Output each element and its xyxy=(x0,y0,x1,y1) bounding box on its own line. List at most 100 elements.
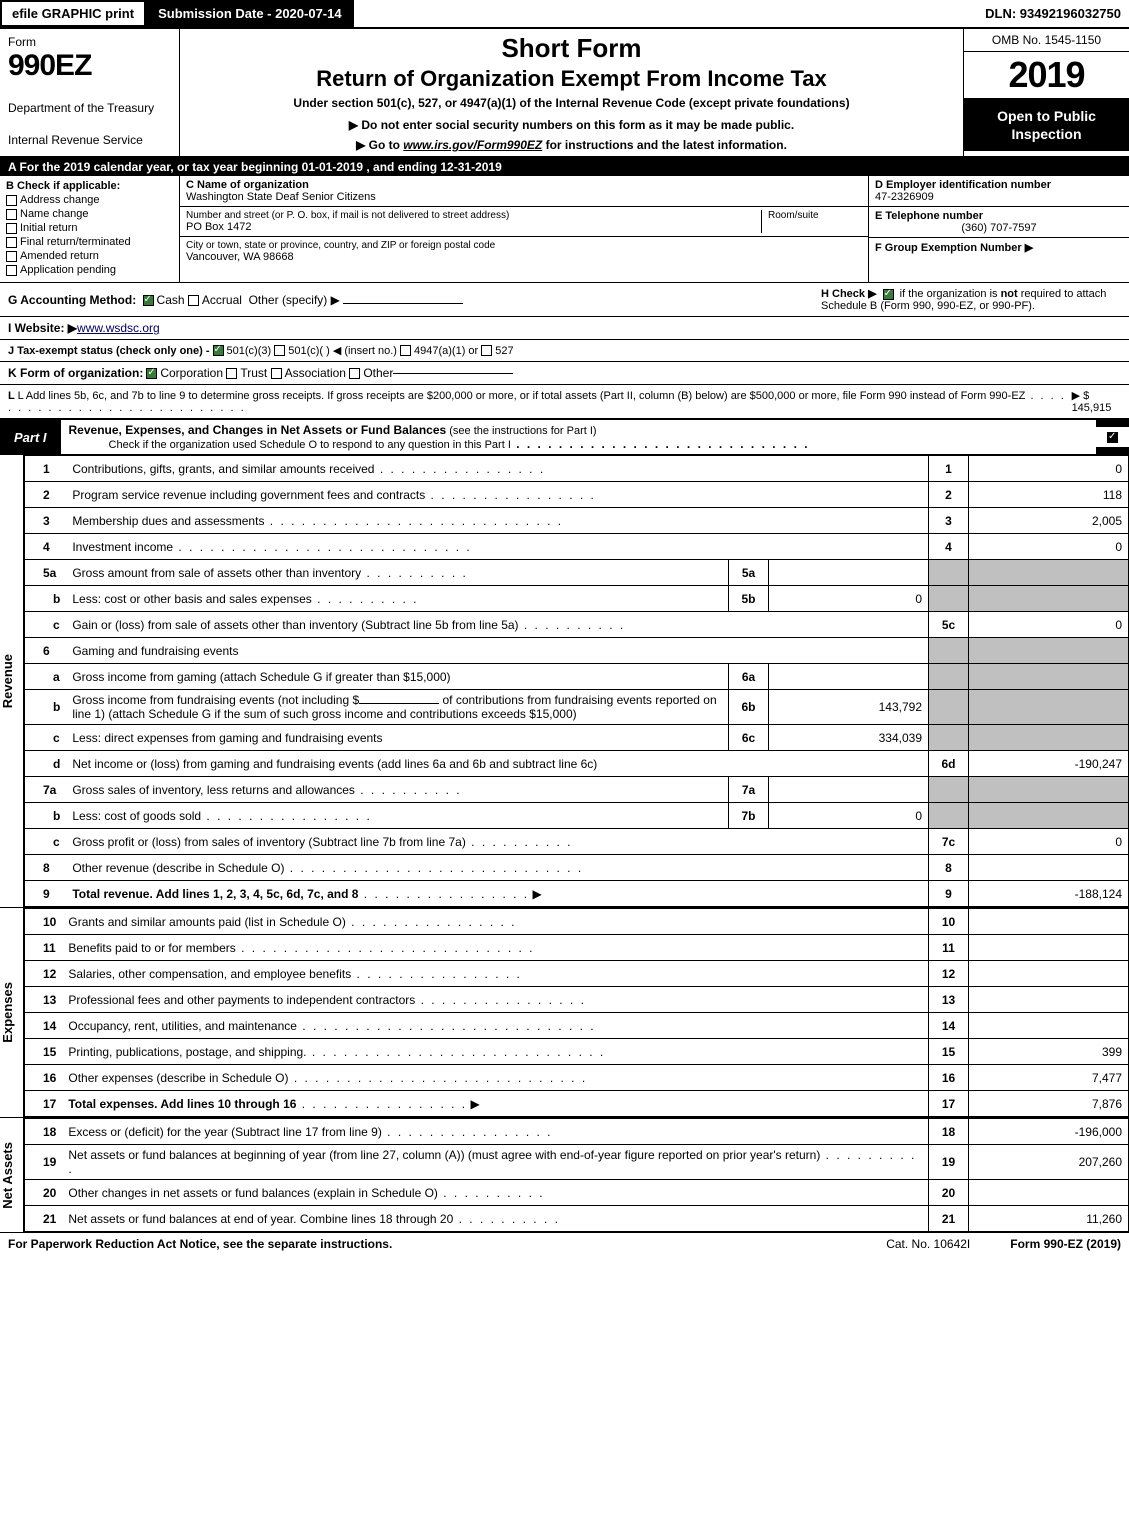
chk-initial-return[interactable] xyxy=(6,223,17,234)
header-right: OMB No. 1545-1150 2019 Open to Public In… xyxy=(964,29,1129,156)
line-7b-desc: Less: cost of goods sold xyxy=(72,809,201,823)
info-grid: B Check if applicable: Address change Na… xyxy=(0,176,1129,283)
other-specify-input[interactable] xyxy=(343,303,463,304)
expenses-side-label: Expenses xyxy=(0,908,24,1117)
chk-association[interactable] xyxy=(271,368,282,379)
room-label: Room/suite xyxy=(768,210,862,221)
netassets-section: Net Assets 18Excess or (deficit) for the… xyxy=(0,1118,1129,1233)
chk-application-pending[interactable] xyxy=(6,265,17,276)
col-d-ids: D Employer identification number 47-2326… xyxy=(869,176,1129,282)
chk-501c[interactable] xyxy=(274,345,285,356)
line-8-desc: Other revenue (describe in Schedule O) xyxy=(72,861,284,875)
line-5a-desc: Gross amount from sale of assets other t… xyxy=(72,566,361,580)
line-7b-mval: 0 xyxy=(769,803,929,829)
line-6a-mval xyxy=(769,664,929,690)
website-link[interactable]: www.wsdsc.org xyxy=(77,321,160,335)
footer: For Paperwork Reduction Act Notice, see … xyxy=(0,1233,1129,1255)
chk-name-change[interactable] xyxy=(6,209,17,220)
line-17-val: 7,876 xyxy=(969,1091,1129,1117)
chk-cash[interactable] xyxy=(143,295,154,306)
top-bar: efile GRAPHIC print Submission Date - 20… xyxy=(0,0,1129,29)
line-5b-mval: 0 xyxy=(769,586,929,612)
line-4-val: 0 xyxy=(969,534,1129,560)
chk-amended-return[interactable] xyxy=(6,251,17,262)
chk-accrual[interactable] xyxy=(188,295,199,306)
line-10-val xyxy=(969,909,1129,935)
line-6b-blank[interactable] xyxy=(359,703,439,704)
lbl-corporation: Corporation xyxy=(160,366,223,380)
line-7a-mval xyxy=(769,777,929,803)
line-15-desc: Printing, publications, postage, and shi… xyxy=(68,1045,306,1059)
line-7a-desc: Gross sales of inventory, less returns a… xyxy=(72,783,355,797)
h-not: not xyxy=(1001,288,1018,300)
line-6c-desc: Less: direct expenses from gaming and fu… xyxy=(72,731,382,745)
row-l: L L Add lines 5b, 6c, and 7b to line 9 t… xyxy=(0,385,1129,418)
open-to-public-inspection: Open to Public Inspection xyxy=(964,99,1129,151)
chk-address-change[interactable] xyxy=(6,195,17,206)
line-6c-mval: 334,039 xyxy=(769,725,929,751)
lbl-527: 527 xyxy=(495,345,513,357)
line-6a-desc: Gross income from gaming (attach Schedul… xyxy=(72,670,450,684)
e-phone-value: (360) 707-7597 xyxy=(875,222,1123,234)
line-6-desc: Gaming and fundraising events xyxy=(72,644,238,658)
line-5c-desc: Gain or (loss) from sale of assets other… xyxy=(72,618,518,632)
line-19-desc: Net assets or fund balances at beginning… xyxy=(68,1148,820,1162)
line-1-desc: Contributions, gifts, grants, and simila… xyxy=(72,462,374,476)
lbl-address-change: Address change xyxy=(20,194,100,206)
other-org-input[interactable] xyxy=(393,373,513,374)
c-name-label: C Name of organization xyxy=(186,179,862,191)
netassets-table: 18Excess or (deficit) for the year (Subt… xyxy=(24,1118,1129,1232)
line-9-desc: Total revenue. Add lines 1, 2, 3, 4, 5c,… xyxy=(72,887,358,901)
line-13-desc: Professional fees and other payments to … xyxy=(68,993,415,1007)
irs-link[interactable]: www.irs.gov/Form990EZ xyxy=(403,138,542,152)
lbl-501c3: 501(c)(3) xyxy=(227,345,272,357)
col-b-checkboxes: B Check if applicable: Address change Na… xyxy=(0,176,180,282)
expenses-section: Expenses 10Grants and similar amounts pa… xyxy=(0,908,1129,1118)
chk-trust[interactable] xyxy=(226,368,237,379)
chk-schedule-o[interactable] xyxy=(1107,432,1118,443)
subtitle-1: Under section 501(c), 527, or 4947(a)(1)… xyxy=(188,96,955,110)
footer-right: Form 990-EZ (2019) xyxy=(1010,1237,1121,1251)
chk-501c3[interactable] xyxy=(213,345,224,356)
lbl-association: Association xyxy=(285,366,346,380)
submission-date-label: Submission Date - 2020-07-14 xyxy=(146,0,354,27)
irs-label: Internal Revenue Service xyxy=(8,133,171,147)
chk-corporation[interactable] xyxy=(146,368,157,379)
line-13-val xyxy=(969,987,1129,1013)
lbl-name-change: Name change xyxy=(20,208,89,220)
sub3-b: for instructions and the latest informat… xyxy=(542,138,787,152)
line-6d-desc: Net income or (loss) from gaming and fun… xyxy=(72,757,597,771)
addr-label: Number and street (or P. O. box, if mail… xyxy=(186,210,755,221)
chk-4947[interactable] xyxy=(400,345,411,356)
line-8-val xyxy=(969,855,1129,881)
j-label: J Tax-exempt status (check only one) - xyxy=(8,345,210,357)
line-11-val xyxy=(969,935,1129,961)
part-1-subtitle: (see the instructions for Part I) xyxy=(446,425,596,437)
header-center: Short Form Return of Organization Exempt… xyxy=(180,29,964,156)
line-3-desc: Membership dues and assessments xyxy=(72,514,264,528)
chk-other-org[interactable] xyxy=(349,368,360,379)
chk-h[interactable] xyxy=(883,289,894,300)
subtitle-3: ▶ Go to www.irs.gov/Form990EZ for instru… xyxy=(188,138,955,152)
form-number: 990EZ xyxy=(8,49,171,83)
part-1-tab: Part I xyxy=(0,427,61,448)
line-16-desc: Other expenses (describe in Schedule O) xyxy=(68,1071,288,1085)
line-15-val: 399 xyxy=(969,1039,1129,1065)
part-1-title-text: Revenue, Expenses, and Changes in Net As… xyxy=(69,423,447,437)
footer-left: For Paperwork Reduction Act Notice, see … xyxy=(8,1237,846,1251)
lbl-application-pending: Application pending xyxy=(20,264,116,276)
lbl-other: Other (specify) ▶ xyxy=(249,293,340,307)
line-6b-mval: 143,792 xyxy=(769,690,929,725)
chk-final-return[interactable] xyxy=(6,237,17,248)
department-label: Department of the Treasury xyxy=(8,101,171,115)
chk-527[interactable] xyxy=(481,345,492,356)
row-g-h: G Accounting Method: Cash Accrual Other … xyxy=(0,283,1129,317)
subtitle-2: ▶ Do not enter social security numbers o… xyxy=(188,118,955,132)
row-i: I Website: ▶ www.wsdsc.org xyxy=(0,317,1129,340)
efile-print-button[interactable]: efile GRAPHIC print xyxy=(0,0,146,27)
g-label: G Accounting Method: xyxy=(8,293,136,307)
form-header: Form 990EZ Department of the Treasury In… xyxy=(0,29,1129,158)
row-k: K Form of organization: Corporation Trus… xyxy=(0,362,1129,385)
line-7a-mini: 7a xyxy=(729,777,769,803)
line-6a-mini: 6a xyxy=(729,664,769,690)
